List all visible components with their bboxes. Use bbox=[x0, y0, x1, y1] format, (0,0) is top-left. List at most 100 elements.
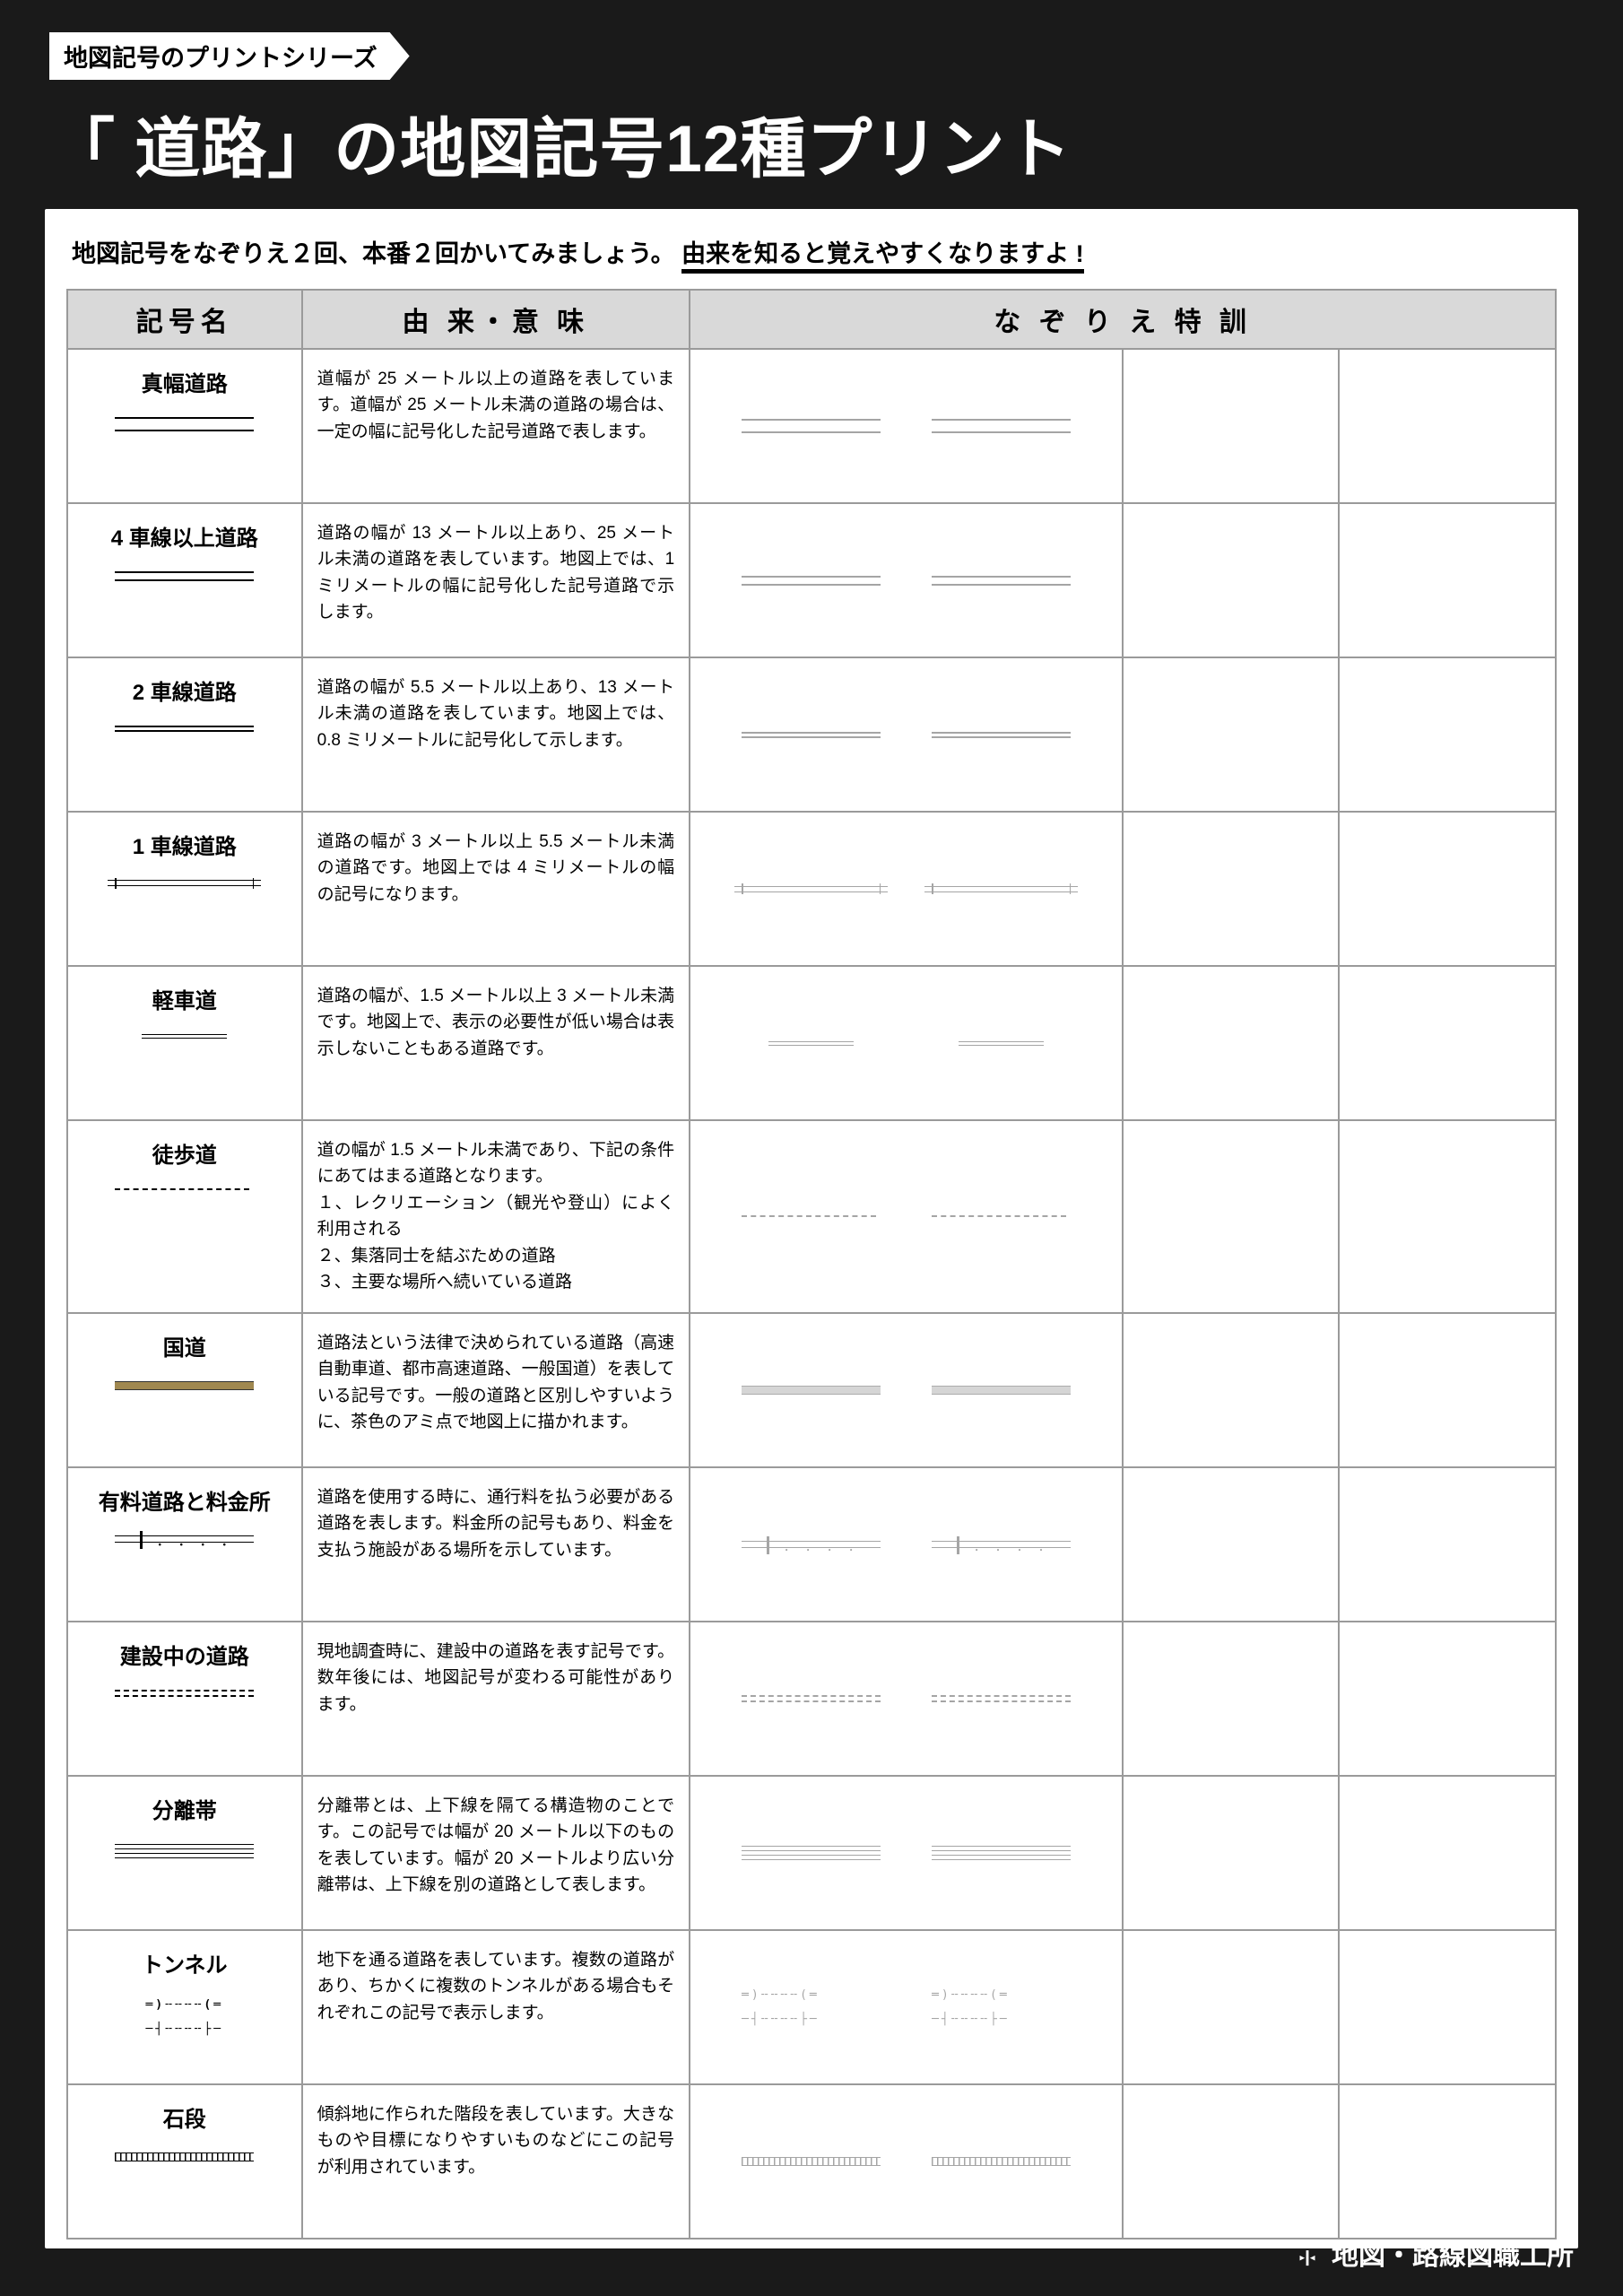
main-title: 「 道路」の地図記号12種プリント bbox=[49, 96, 1574, 191]
practice-box-2 bbox=[1339, 349, 1556, 503]
table-row: 建設中の道路 現地調査時に、建設中の道路を表す記号です。数年後には、地図記号が変… bbox=[67, 1622, 1556, 1776]
trace-area bbox=[690, 2084, 1123, 2239]
th-trace: な ぞ り え 特 訓 bbox=[690, 290, 1556, 349]
practice-box-1 bbox=[1123, 1776, 1339, 1930]
symbol-desc: 道路の幅が 3 メートル以上 5.5 メートル未満の道路です。地図上では 4 ミ… bbox=[302, 812, 690, 966]
table-row: 真幅道路 道幅が 25 メートル以上の道路を表しています。道幅が 25 メートル… bbox=[67, 349, 1556, 503]
practice-box-2 bbox=[1339, 503, 1556, 657]
symbol-desc: 地下を通る道路を表しています。複数の道路があり、ちかくに複数のトンネルがある場合… bbox=[302, 1930, 690, 2084]
instruction: 地図記号をなぞりえ２回、本番２回かいてみましょう。 由来を知ると覚えやすくなりま… bbox=[66, 234, 1557, 269]
symbol-sample bbox=[74, 1381, 296, 1390]
practice-box-1 bbox=[1123, 2084, 1339, 2239]
symbol-sample bbox=[74, 880, 296, 886]
trace-area bbox=[690, 1776, 1123, 1930]
trace-area: ・・・・・・・・ bbox=[690, 1467, 1123, 1622]
series-tag: 地図記号のプリントシリーズ bbox=[49, 32, 410, 80]
name-label: トンネル bbox=[74, 1947, 296, 1979]
practice-box-2 bbox=[1339, 812, 1556, 966]
practice-box-1 bbox=[1123, 1622, 1339, 1776]
practice-box-2 bbox=[1339, 657, 1556, 812]
symbols-table: 記号名 由 来・意 味 な ぞ り え 特 訓 真幅道路 道幅が 25 メートル… bbox=[66, 289, 1557, 2239]
symbol-sample bbox=[74, 1188, 296, 1190]
symbol-name: 徒歩道 bbox=[67, 1120, 302, 1313]
practice-box-2 bbox=[1339, 1313, 1556, 1467]
symbol-desc: 現地調査時に、建設中の道路を表す記号です。数年後には、地図記号が変わる可能性があ… bbox=[302, 1622, 690, 1776]
symbol-name: 分離帯 bbox=[67, 1776, 302, 1930]
name-label: 徒歩道 bbox=[74, 1137, 296, 1169]
logo-icon bbox=[1292, 2238, 1323, 2268]
symbol-sample: ═)╌╌╌╌(═─┤╌╌╌╌├─ bbox=[74, 1998, 296, 2036]
instruction-emph: 由来を知ると覚えやすくなりますよ ! bbox=[681, 240, 1084, 271]
footer-text: 地図・路線図職工所 bbox=[1332, 2233, 1574, 2273]
footer: 地図・路線図職工所 bbox=[1292, 2233, 1574, 2273]
symbol-sample bbox=[74, 726, 296, 732]
th-desc: 由 来・意 味 bbox=[302, 290, 690, 349]
table-row: 有料道路と料金所 ・・・・ 道路を使用する時に、通行料を払う必要がある道路を表し… bbox=[67, 1467, 1556, 1622]
trace-area bbox=[690, 966, 1123, 1120]
name-label: 建設中の道路 bbox=[74, 1639, 296, 1670]
symbol-desc: 分離帯とは、上下線を隔てる構造物のことです。この記号では幅が 20 メートル以下… bbox=[302, 1776, 690, 1930]
symbol-desc: 道路の幅が 13 メートル以上あり、25 メートル未満の道路を表しています。地図… bbox=[302, 503, 690, 657]
name-label: 4 車線以上道路 bbox=[74, 520, 296, 552]
name-label: 分離帯 bbox=[74, 1793, 296, 1824]
symbol-sample bbox=[74, 417, 296, 431]
table-row: 4 車線以上道路 道路の幅が 13 メートル以上あり、25 メートル未満の道路を… bbox=[67, 503, 1556, 657]
symbol-desc: 道幅が 25 メートル以上の道路を表しています。道幅が 25 メートル未満の道路… bbox=[302, 349, 690, 503]
trace-area bbox=[690, 1313, 1123, 1467]
practice-box-2 bbox=[1339, 966, 1556, 1120]
practice-box-1 bbox=[1123, 503, 1339, 657]
practice-box-2 bbox=[1339, 1120, 1556, 1313]
trace-area: ═)╌╌╌╌(═─┤╌╌╌╌├─═)╌╌╌╌(═─┤╌╌╌╌├─ bbox=[690, 1930, 1123, 2084]
practice-box-2 bbox=[1339, 1467, 1556, 1622]
table-row: 2 車線道路 道路の幅が 5.5 メートル以上あり、13 メートル未満の道路を表… bbox=[67, 657, 1556, 812]
symbol-sample: ・・・・ bbox=[74, 1535, 296, 1543]
symbol-sample bbox=[74, 1034, 296, 1039]
practice-box-1 bbox=[1123, 1467, 1339, 1622]
practice-box-1 bbox=[1123, 1120, 1339, 1313]
symbol-sample bbox=[74, 571, 296, 581]
symbol-desc: 道路の幅が、1.5 メートル以上 3 メートル未満です。地図上で、表示の必要性が… bbox=[302, 966, 690, 1120]
symbol-desc: 道路法という法律で決められている道路（高速自動車道、都市高速道路、一般国道）を表… bbox=[302, 1313, 690, 1467]
name-label: 石段 bbox=[74, 2101, 296, 2133]
name-label: 有料道路と料金所 bbox=[74, 1484, 296, 1516]
practice-box-1 bbox=[1123, 349, 1339, 503]
symbol-name: 1 車線道路 bbox=[67, 812, 302, 966]
table-row: トンネル ═)╌╌╌╌(═─┤╌╌╌╌├─ 地下を通る道路を表しています。複数の… bbox=[67, 1930, 1556, 2084]
symbol-name: 4 車線以上道路 bbox=[67, 503, 302, 657]
symbol-sample bbox=[74, 2152, 296, 2161]
symbol-desc: 道路を使用する時に、通行料を払う必要がある道路を表します。料金所の記号もあり、料… bbox=[302, 1467, 690, 1622]
trace-area bbox=[690, 503, 1123, 657]
practice-box-1 bbox=[1123, 1313, 1339, 1467]
practice-box-1 bbox=[1123, 1930, 1339, 2084]
symbol-name: 真幅道路 bbox=[67, 349, 302, 503]
practice-box-1 bbox=[1123, 657, 1339, 812]
practice-box-2 bbox=[1339, 1930, 1556, 2084]
practice-box-2 bbox=[1339, 1776, 1556, 1930]
name-label: 国道 bbox=[74, 1330, 296, 1361]
table-row: 軽車道 道路の幅が、1.5 メートル以上 3 メートル未満です。地図上で、表示の… bbox=[67, 966, 1556, 1120]
instruction-plain: 地図記号をなぞりえ２回、本番２回かいてみましょう。 bbox=[72, 240, 675, 267]
name-label: 2 車線道路 bbox=[74, 674, 296, 706]
trace-area bbox=[690, 812, 1123, 966]
symbol-sample bbox=[74, 1690, 296, 1697]
symbol-desc: 傾斜地に作られた階段を表しています。大きなものや目標になりやすいものなどにこの記… bbox=[302, 2084, 690, 2239]
table-row: 国道 道路法という法律で決められている道路（高速自動車道、都市高速道路、一般国道… bbox=[67, 1313, 1556, 1467]
name-label: 1 車線道路 bbox=[74, 829, 296, 860]
symbol-name: 軽車道 bbox=[67, 966, 302, 1120]
symbol-sample bbox=[74, 1844, 296, 1858]
practice-box-1 bbox=[1123, 966, 1339, 1120]
symbol-name: 2 車線道路 bbox=[67, 657, 302, 812]
symbol-desc: 道の幅が 1.5 メートル未満であり、下記の条件にあてはまる道路となります。１、… bbox=[302, 1120, 690, 1313]
name-label: 軽車道 bbox=[74, 983, 296, 1014]
trace-area bbox=[690, 657, 1123, 812]
symbol-desc: 道路の幅が 5.5 メートル以上あり、13 メートル未満の道路を表しています。地… bbox=[302, 657, 690, 812]
trace-area bbox=[690, 1120, 1123, 1313]
practice-box-2 bbox=[1339, 1622, 1556, 1776]
symbol-name: 国道 bbox=[67, 1313, 302, 1467]
symbol-name: 有料道路と料金所 ・・・・ bbox=[67, 1467, 302, 1622]
table-row: 石段 傾斜地に作られた階段を表しています。大きなものや目標になりやすいものなどに… bbox=[67, 2084, 1556, 2239]
name-label: 真幅道路 bbox=[74, 366, 296, 397]
symbol-name: 石段 bbox=[67, 2084, 302, 2239]
trace-area bbox=[690, 349, 1123, 503]
symbol-name: 建設中の道路 bbox=[67, 1622, 302, 1776]
